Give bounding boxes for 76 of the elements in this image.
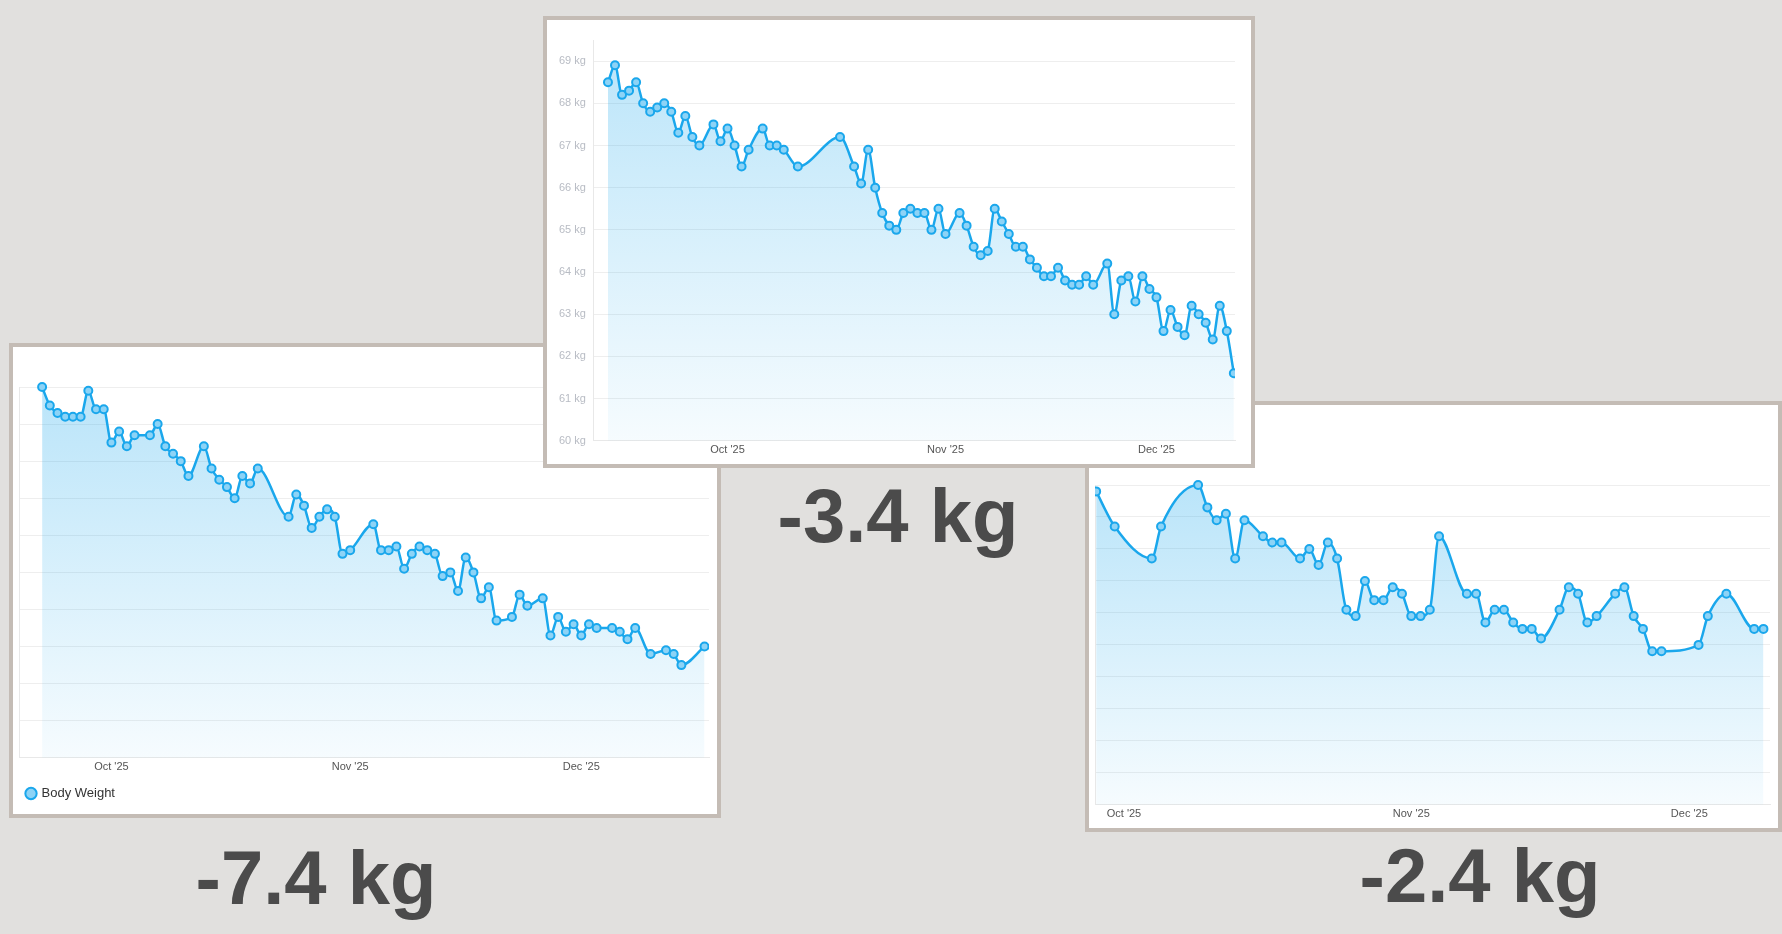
point (1656, 646, 1667, 657)
point (1582, 617, 1593, 628)
point (1536, 633, 1547, 644)
point (1693, 639, 1704, 650)
point (1517, 623, 1528, 634)
y-tick-label: 60 kg (558, 433, 586, 446)
point (1461, 588, 1472, 599)
point (1387, 582, 1398, 593)
point (1554, 604, 1565, 615)
point (1146, 553, 1157, 564)
point (1637, 623, 1648, 634)
point (1563, 582, 1574, 593)
point (1702, 611, 1713, 622)
point (1573, 588, 1584, 599)
x-tick-label: Dec '25 (562, 760, 600, 773)
y-tick-label: 67 kg (558, 138, 586, 151)
x-tick-label: Dec '25 (1670, 807, 1708, 820)
point (1276, 537, 1287, 548)
point (1480, 617, 1491, 628)
point (1341, 604, 1352, 615)
point (1610, 588, 1621, 599)
point (1749, 623, 1760, 634)
x-tick-label: Nov '25 (331, 760, 369, 773)
x-tick-label: Oct '25 (710, 443, 745, 456)
x-tick-label: Oct '25 (1106, 807, 1142, 820)
point (1508, 617, 1519, 628)
point (1498, 604, 1509, 615)
y-tick-label: 69 kg (558, 54, 586, 67)
point (1721, 588, 1732, 599)
point (1230, 553, 1241, 564)
point (1378, 595, 1389, 606)
y-tick-label: 64 kg (558, 265, 586, 278)
point (1591, 611, 1602, 622)
text: -3.4 kg (777, 473, 1019, 558)
point (1220, 508, 1231, 519)
text: -2.4 kg (1359, 833, 1601, 918)
legend-label: Body Weight (41, 785, 116, 801)
x-tick-label: Nov '25 (927, 443, 964, 456)
y-tick-label: 61 kg (558, 391, 586, 404)
y-tick-label: 63 kg (558, 307, 586, 320)
x-tick-label: Dec '25 (1138, 443, 1175, 456)
point (1350, 611, 1361, 622)
x-tick-label: Oct '25 (94, 760, 129, 773)
point (1193, 480, 1204, 490)
y-tick-label: 65 kg (558, 222, 586, 235)
point (1628, 611, 1639, 622)
text: -7.4 kg (195, 835, 437, 920)
point (1369, 595, 1380, 606)
y-tick-label: 66 kg (558, 180, 586, 193)
x-tick-label: Nov '25 (1392, 807, 1430, 820)
point (1424, 604, 1435, 615)
point (1267, 537, 1278, 548)
point (1211, 515, 1222, 526)
point (1359, 575, 1370, 586)
point (1434, 531, 1445, 542)
y-tick-label: 68 kg (558, 96, 586, 109)
point (1396, 588, 1407, 599)
point (1202, 502, 1213, 513)
point (1304, 543, 1315, 554)
point (1156, 521, 1167, 532)
point (1471, 588, 1482, 599)
point (1758, 623, 1769, 634)
point (1647, 646, 1658, 657)
point (1313, 559, 1324, 570)
point (1526, 623, 1537, 634)
point (1406, 611, 1417, 622)
point (1415, 611, 1426, 622)
point (1109, 521, 1120, 532)
point (1332, 553, 1343, 564)
point (1619, 582, 1630, 593)
point (1322, 537, 1333, 548)
point (1239, 515, 1250, 526)
point (1257, 531, 1268, 542)
point (1295, 553, 1306, 564)
point (1489, 604, 1500, 615)
y-tick-label: 62 kg (558, 349, 586, 362)
